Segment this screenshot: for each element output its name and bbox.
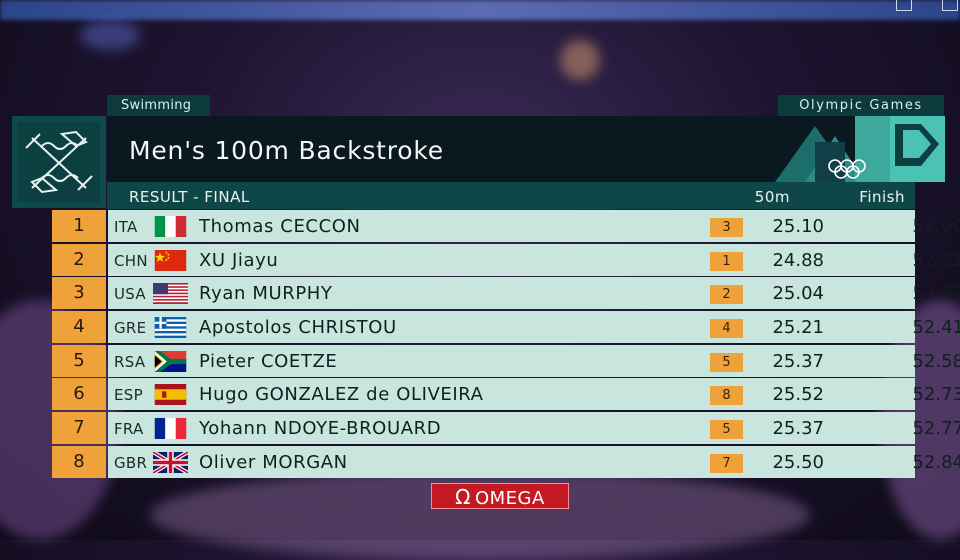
split-time: 25.50	[772, 451, 824, 473]
row-body: GRE Apostolos CHRISTOU 4 25.21 52.41	[108, 311, 960, 344]
athlete-name: Thomas CECCON	[199, 216, 361, 237]
games-label: Olympic Games	[778, 95, 944, 116]
fra-flag-icon	[153, 418, 188, 440]
table-row: 6 ESP Hugo GONZALEZ de OLIVEIRA 8 25.52 …	[52, 378, 960, 411]
table-row: 1 ITA Thomas CECCON 3 25.10 52.00	[52, 210, 960, 242]
rank-badge: 8	[52, 445, 106, 478]
ita-flag-icon	[153, 216, 188, 237]
sponsor-label: OMEGA	[474, 488, 545, 509]
results-subheader: RESULT - FINAL 50m Finish	[107, 182, 915, 209]
split-time: 24.88	[772, 249, 824, 271]
table-row: 2 CHN XU Jiayu 1 24.88 52.32	[52, 243, 960, 276]
country-code: GBR	[114, 453, 148, 472]
row-body: FRA Yohann NDOYE-BROUARD 5 25.37 52.77	[108, 412, 960, 445]
table-row: 7 FRA Yohann NDOYE-BROUARD 5 25.37 52.77	[52, 412, 960, 445]
rank-badge: 2	[52, 243, 106, 276]
results-table: 1 ITA Thomas CECCON 3 25.10 52.00 2 CHN …	[52, 210, 960, 480]
split-rank-badge: 1	[710, 251, 743, 271]
split-time: 25.37	[772, 418, 824, 440]
omega-sponsor-badge: Ω OMEGA	[431, 483, 569, 509]
athlete-name: XU Jiayu	[199, 249, 279, 271]
table-row: 5 RSA Pieter COETZE 5 25.37 52.58	[52, 344, 960, 377]
window-icon	[942, 0, 958, 11]
split-rank-badge: 3	[710, 218, 743, 237]
country-code: RSA	[114, 352, 146, 371]
country-code: ITA	[114, 218, 138, 236]
finish-time: 52.73	[912, 384, 960, 406]
finish-time: 52.00	[912, 216, 960, 237]
row-body: ESP Hugo GONZALEZ de OLIVEIRA 8 25.52 52…	[108, 378, 960, 411]
country-code: GRE	[114, 319, 147, 338]
rank-badge: 7	[52, 412, 106, 445]
split-time: 25.21	[772, 317, 824, 339]
finish-time: 52.41	[912, 317, 960, 339]
split-rank-badge: 5	[710, 352, 743, 372]
row-body: CHN XU Jiayu 1 24.88 52.32	[108, 243, 960, 276]
rank-badge: 5	[52, 344, 106, 377]
country-code: USA	[114, 285, 146, 304]
table-row: 3 USA Ryan MURPHY 2 25.04 52.39	[52, 277, 960, 310]
athlete-name: Apostolos CHRISTOU	[199, 317, 397, 339]
country-code: ESP	[114, 386, 143, 405]
gbr-flag-icon	[153, 451, 188, 473]
split-time: 25.52	[772, 384, 824, 406]
split-rank-badge: 4	[710, 319, 743, 339]
finish-time: 52.84	[912, 451, 960, 473]
finish-time: 52.77	[912, 418, 960, 440]
rank-badge: 4	[52, 311, 106, 344]
table-row: 4 GRE Apostolos CHRISTOU 4 25.21 52.41	[52, 311, 960, 344]
row-body: USA Ryan MURPHY 2 25.04 52.39	[108, 277, 960, 310]
rank-badge: 6	[52, 378, 106, 411]
rank-badge: 3	[52, 277, 106, 310]
athlete-name: Ryan MURPHY	[199, 283, 333, 305]
country-code: FRA	[114, 420, 144, 439]
row-body: GBR Oliver MORGAN 7 25.50 52.84	[108, 445, 960, 478]
split-time: 25.04	[772, 283, 824, 305]
split-rank-badge: 5	[710, 420, 743, 440]
column-header-split: 50m	[754, 188, 790, 206]
title-bar: Men's 100m Backstroke	[107, 116, 945, 182]
table-row: 8 GBR Oliver MORGAN 7 25.50 52.84	[52, 445, 960, 478]
split-rank-badge: 2	[710, 285, 743, 305]
rank-badge: 1	[52, 210, 106, 242]
athlete-name: Hugo GONZALEZ de OLIVEIRA	[199, 384, 484, 406]
finish-time: 52.58	[912, 350, 960, 372]
chn-flag-icon	[153, 249, 188, 271]
omega-logo-icon: Ω	[455, 485, 471, 509]
sport-label: Swimming	[107, 95, 210, 116]
finish-time: 52.32	[912, 249, 960, 271]
result-label: RESULT - FINAL	[129, 188, 250, 206]
esp-flag-icon	[153, 384, 188, 406]
rsa-flag-icon	[153, 350, 188, 372]
athlete-name: Yohann NDOYE-BROUARD	[199, 418, 442, 440]
gre-flag-icon	[153, 317, 188, 339]
row-body: ITA Thomas CECCON 3 25.10 52.00	[108, 210, 960, 242]
split-time: 25.37	[772, 350, 824, 372]
row-body: RSA Pieter COETZE 5 25.37 52.58	[108, 344, 960, 377]
window-icon	[896, 0, 912, 11]
athlete-name: Pieter COETZE	[199, 350, 338, 372]
finish-time: 52.39	[912, 283, 960, 305]
column-header-finish: Finish	[859, 188, 905, 206]
olympic-games-logo-icon	[745, 116, 945, 182]
split-rank-badge: 7	[710, 453, 743, 473]
country-code: CHN	[114, 251, 148, 270]
split-rank-badge: 8	[710, 386, 743, 406]
split-time: 25.10	[772, 216, 824, 237]
event-title: Men's 100m Backstroke	[129, 136, 444, 165]
usa-flag-icon	[153, 283, 188, 305]
swimming-pictogram-icon	[12, 116, 106, 208]
athlete-name: Oliver MORGAN	[199, 451, 348, 473]
